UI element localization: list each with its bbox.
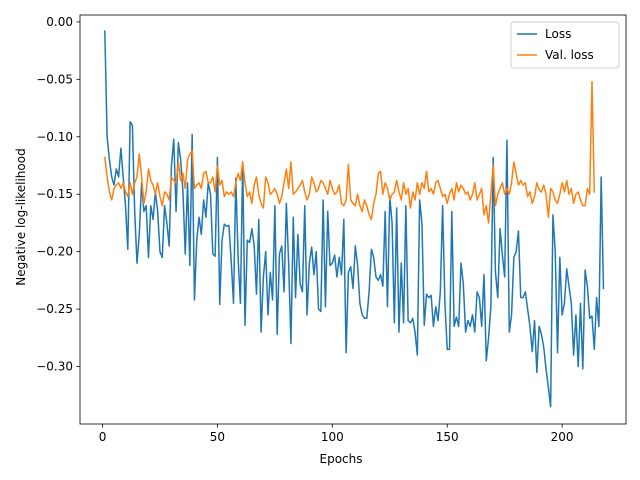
series-layer <box>103 30 605 408</box>
x-tick-label: 150 <box>436 430 459 444</box>
legend-box <box>510 21 620 69</box>
y-tick-label: −0.10 <box>36 130 73 144</box>
x-tick-label: 100 <box>321 430 344 444</box>
y-tick-label: −0.15 <box>36 187 73 201</box>
legend-label: Val. loss <box>545 48 594 62</box>
y-tick-label: −0.30 <box>36 360 73 374</box>
x-tick-label: 200 <box>551 430 574 444</box>
series-line-val-loss <box>103 80 596 224</box>
plot-frame <box>79 14 627 425</box>
y-tick-label: −0.25 <box>36 302 73 316</box>
y-tick-label: −0.20 <box>36 245 73 259</box>
y-tick-label: 0.00 <box>46 15 73 29</box>
x-axis-label: Epochs <box>320 452 363 466</box>
x-tick-label: 50 <box>210 430 225 444</box>
series-line-loss <box>104 30 605 408</box>
x-tick-label: 0 <box>99 430 107 444</box>
legend: Loss Val. loss <box>510 21 620 69</box>
legend-label: Loss <box>545 27 571 41</box>
axes-layer: 0 50 100 150 200 0.00 −0.05 −0.10 −0.15 −0.20 −0.2… <box>36 14 627 444</box>
y-tick-label: −0.05 <box>36 72 73 86</box>
y-axis-label: Negative log-likelihood <box>14 148 28 285</box>
